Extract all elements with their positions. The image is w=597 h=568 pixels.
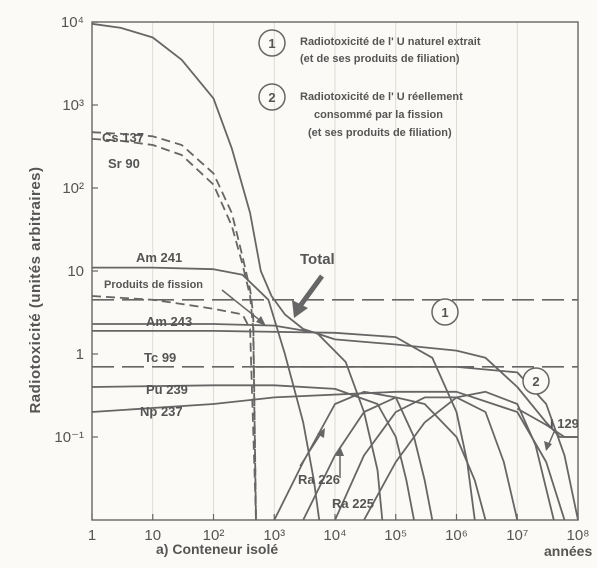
series-line-pu-239 bbox=[91, 384, 415, 521]
x-tick-label: 10² bbox=[203, 527, 225, 544]
legend-marker-1 bbox=[258, 29, 286, 57]
label-i129: I 129 bbox=[550, 416, 579, 431]
x-tick-label: 10⁸ bbox=[566, 527, 589, 544]
label-cs137: Cs 137 bbox=[102, 130, 144, 145]
refline-marker-2 bbox=[522, 367, 550, 395]
ra225-arrow bbox=[336, 446, 344, 478]
legend-marker-1-text: 1 bbox=[268, 36, 275, 51]
y-ticks: 10⁴ 10³ 10² 10 1 10⁻¹ bbox=[54, 14, 98, 446]
series-line-sr-90 bbox=[91, 138, 257, 521]
refline-marker-1 bbox=[431, 298, 459, 326]
y-tick-label: 10⁴ bbox=[61, 14, 84, 31]
label-np237: Np 237 bbox=[140, 404, 183, 419]
x-tick-label: 10⁶ bbox=[445, 527, 468, 544]
x-tick-label: 10³ bbox=[263, 527, 285, 544]
x-tick-label: 10⁷ bbox=[506, 527, 528, 544]
series-line-am-243 bbox=[92, 323, 384, 521]
label-produits-de-fission: Produits de fission bbox=[104, 279, 203, 291]
produits-de-fission-arrow bbox=[221, 289, 266, 326]
i129-arrow bbox=[544, 431, 555, 451]
label-ra226: Ra 226 bbox=[298, 472, 340, 487]
legend-marker-2 bbox=[258, 83, 286, 111]
series-line-np-237 bbox=[91, 390, 566, 521]
y-tick-label: 10 bbox=[67, 263, 84, 280]
refline-marker-2-text: 2 bbox=[532, 374, 539, 389]
y-tick-label: 10³ bbox=[62, 97, 84, 114]
series-line-produits-de-fission bbox=[91, 295, 257, 521]
series-line-tc-99 bbox=[92, 330, 476, 521]
x-tick-label: 10⁴ bbox=[323, 527, 346, 544]
series-line-total bbox=[91, 22, 578, 438]
legend-2-line2: consommé par la fission bbox=[314, 109, 443, 121]
label-ra225: Ra 225 bbox=[332, 496, 374, 511]
x-tick-label: 10⁵ bbox=[384, 527, 407, 544]
label-am241: Am 241 bbox=[136, 250, 182, 265]
series-line-cs-137 bbox=[91, 131, 257, 521]
y-tick-label: 10² bbox=[62, 180, 84, 197]
legend-marker-2-text: 2 bbox=[268, 90, 275, 105]
legend-2-line3: (et ses produits de filiation) bbox=[308, 127, 452, 139]
series-line-unnamed-14 bbox=[256, 366, 579, 521]
label-pu239: Pu 239 bbox=[146, 382, 188, 397]
x-tick-label: 1 bbox=[88, 527, 96, 544]
total-arrow bbox=[292, 274, 325, 318]
label-sr90: Sr 90 bbox=[108, 156, 140, 171]
series-line-unnamed-13 bbox=[363, 390, 555, 521]
ra226-arrow bbox=[299, 428, 325, 467]
label-am243: Am 243 bbox=[146, 314, 192, 329]
legend-1-line1: Radiotoxicité de l' U naturel extrait bbox=[300, 36, 481, 48]
y-axis-title: Radiotoxicité (unités arbitraires) bbox=[27, 166, 44, 413]
x-axis-unit: années bbox=[544, 543, 592, 559]
legend: 1 Radiotoxicité de l' U naturel extrait … bbox=[258, 29, 481, 139]
legend-2-line1: Radiotoxicité de l' U réellement bbox=[300, 91, 463, 103]
y-tick-label: 10⁻¹ bbox=[54, 429, 84, 446]
x-axis-title: a) Conteneur isolé bbox=[156, 541, 278, 557]
x-tick-label: 10 bbox=[144, 527, 161, 544]
label-tc99: Tc 99 bbox=[144, 350, 176, 365]
y-tick-label: 1 bbox=[76, 346, 84, 363]
refline-marker-1-text: 1 bbox=[441, 305, 448, 320]
x-ticks: 1 10 10² 10³ 10⁴ 10⁵ 10⁶ 10⁷ 10⁸ bbox=[88, 514, 590, 544]
series-line-unnamed-12 bbox=[334, 396, 519, 521]
label-total: Total bbox=[300, 251, 335, 268]
series-line-am-241 bbox=[92, 266, 321, 521]
legend-1-line2: (et de ses produits de filiation) bbox=[300, 53, 460, 65]
